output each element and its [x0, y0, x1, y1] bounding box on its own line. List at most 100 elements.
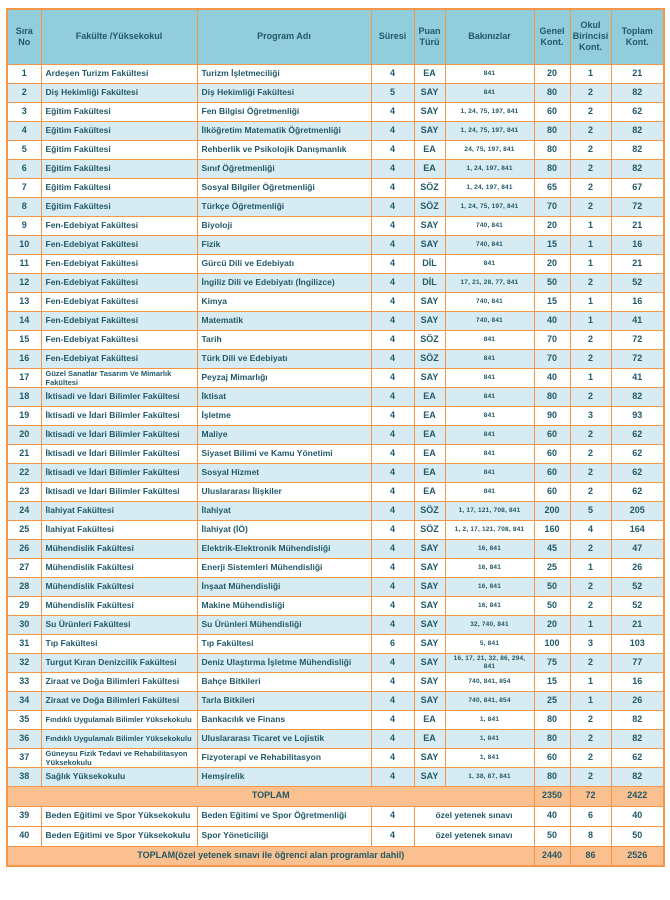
cell-score-type: DİL [413, 253, 446, 274]
table-row: 17 Güzel Sanatlar Tasarım Ve Mimarlık Fak… [6, 367, 665, 388]
cell-score-type: EA [413, 462, 446, 483]
subtotal-row: TOPLAM 2350 72 2422 [6, 785, 665, 807]
cell-general-quota: 15 [533, 234, 571, 255]
cell-general-quota: 20 [533, 614, 571, 635]
cell-top-student-quota: 2 [569, 272, 612, 293]
cell-sira-no: 39 [6, 805, 42, 827]
cell-faculty: Ardeşen Turizm Fakültesi [40, 63, 198, 84]
table-row: 39 Beden Eğitimi ve Spor Yüksekokulu Beden… [6, 805, 665, 827]
table-row: 4 Eğitim Fakültesi İlköğretim Matematik Öğ… [6, 120, 665, 141]
cell-program: İktisat [196, 386, 372, 407]
cell-faculty: Eğitim Fakültesi [40, 158, 198, 179]
cell-faculty: Fen-Edebiyat Fakültesi [40, 272, 198, 293]
cell-refs: 740, 841 [444, 310, 535, 331]
cell-total-quota: 164 [610, 519, 665, 540]
cell-sira-no: 2 [6, 82, 42, 103]
cell-program: Tıp Fakültesi [196, 633, 372, 654]
cell-program: Türk Dili ve Edebiyatı [196, 348, 372, 369]
cell-refs: 24, 75, 197, 841 [444, 139, 535, 160]
cell-faculty: İktisadi ve İdari Bilimler Fakültesi [40, 462, 198, 483]
cell-general-quota: 80 [533, 709, 571, 730]
cell-general-quota: 80 [533, 728, 571, 749]
cell-duration: 4 [370, 291, 415, 312]
cell-sira-no: 8 [6, 196, 42, 217]
cell-sira-no: 26 [6, 538, 42, 559]
cell-faculty: Diş Hekimliği Fakültesi [40, 82, 198, 103]
cell-total-quota: 26 [610, 557, 665, 578]
cell-refs: 740, 841 [444, 291, 535, 312]
cell-duration: 4 [370, 728, 415, 749]
column-header: Puan Türü [413, 8, 446, 65]
cell-total-quota: 62 [610, 424, 665, 445]
cell-top-student-quota: 2 [569, 139, 612, 160]
cell-refs: 841 [444, 329, 535, 350]
table-row: 7 Eğitim Fakültesi Sosyal Bilgiler Öğretme… [6, 177, 665, 198]
cell-top-student-quota: 3 [569, 633, 612, 654]
cell-duration: 4 [370, 709, 415, 730]
cell-exam-type: özel yetenek sınavı [413, 805, 535, 827]
cell-program: Spor Yöneticiliği [196, 825, 372, 847]
cell-score-type: SAY [413, 310, 446, 331]
cell-duration: 4 [370, 481, 415, 502]
table-row: 34 Ziraat ve Doğa Bilimleri Fakültesi Tarl… [6, 690, 665, 711]
program-quota-table: Sıra No Fakülte /Yüksekokul Program Adı Sür… [6, 8, 665, 867]
cell-refs: 1, 2, 17, 121, 708, 841 [444, 519, 535, 540]
cell-top-student-quota: 1 [569, 63, 612, 84]
cell-program: Sosyal Hizmet [196, 462, 372, 483]
cell-duration: 4 [370, 253, 415, 274]
cell-duration: 4 [370, 196, 415, 217]
cell-faculty: Mühendislik Fakültesi [40, 557, 198, 578]
table-row: 29 Mühendislik Fakültesi Makine Mühendisli… [6, 595, 665, 616]
cell-total-quota: 62 [610, 101, 665, 122]
header-row: Sıra No Fakülte /Yüksekokul Program Adı Sür… [6, 8, 665, 65]
cell-faculty: İktisadi ve İdari Bilimler Fakültesi [40, 481, 198, 502]
cell-general-quota: 80 [533, 386, 571, 407]
cell-refs: 16, 841 [444, 576, 535, 597]
cell-total-quota: 82 [610, 386, 665, 407]
cell-general-quota: 80 [533, 139, 571, 160]
cell-program: Gürcü Dili ve Edebiyatı [196, 253, 372, 274]
cell-faculty: Fen-Edebiyat Fakültesi [40, 310, 198, 331]
cell-score-type: SAY [413, 576, 446, 597]
table-row: 5 Eğitim Fakültesi Rehberlik ve Psikolojik… [6, 139, 665, 160]
cell-duration: 4 [370, 272, 415, 293]
cell-sira-no: 37 [6, 747, 42, 768]
cell-program: Sınıf Öğretmenliği [196, 158, 372, 179]
table-row: 38 Sağlık Yüksekokulu Hemşirelik 4 SAY 1, 38,… [6, 766, 665, 787]
cell-duration: 4 [370, 538, 415, 559]
cell-total-quota: 21 [610, 614, 665, 635]
cell-total-quota: 205 [610, 500, 665, 521]
cell-duration: 4 [370, 348, 415, 369]
cell-faculty: İktisadi ve İdari Bilimler Fakültesi [40, 405, 198, 426]
cell-top-student-quota: 1 [569, 310, 612, 331]
cell-score-type: SÖZ [413, 196, 446, 217]
cell-general-quota: 80 [533, 82, 571, 103]
cell-total-quota: 50 [610, 825, 665, 847]
cell-program: Bahçe Bitkileri [196, 671, 372, 692]
cell-total-quota: 16 [610, 291, 665, 312]
cell-total-quota: 62 [610, 443, 665, 464]
cell-program: Su Ürünleri Mühendisliği [196, 614, 372, 635]
cell-top-student-quota: 5 [569, 500, 612, 521]
cell-top-student-quota: 2 [569, 386, 612, 407]
cell-sira-no: 20 [6, 424, 42, 445]
cell-total-quota: 77 [610, 652, 665, 673]
cell-program: Peyzaj Mimarlığı [196, 367, 372, 388]
cell-general-quota: 20 [533, 215, 571, 236]
cell-total-quota: 82 [610, 728, 665, 749]
cell-sira-no: 33 [6, 671, 42, 692]
cell-score-type: SAY [413, 690, 446, 711]
cell-refs: 740, 841, 854 [444, 671, 535, 692]
cell-general-quota: 200 [533, 500, 571, 521]
cell-score-type: SAY [413, 82, 446, 103]
cell-total-quota: 62 [610, 747, 665, 768]
cell-sira-no: 4 [6, 120, 42, 141]
cell-refs: 841 [444, 253, 535, 274]
cell-total-quota: 82 [610, 158, 665, 179]
cell-duration: 4 [370, 652, 415, 673]
table-row: 26 Mühendislik Fakültesi Elektrik-Elektron… [6, 538, 665, 559]
cell-faculty: İktisadi ve İdari Bilimler Fakültesi [40, 443, 198, 464]
table-row: 9 Fen-Edebiyat Fakültesi Biyoloji 4 SAY 740, … [6, 215, 665, 236]
cell-top-student-quota: 2 [569, 177, 612, 198]
cell-duration: 4 [370, 595, 415, 616]
